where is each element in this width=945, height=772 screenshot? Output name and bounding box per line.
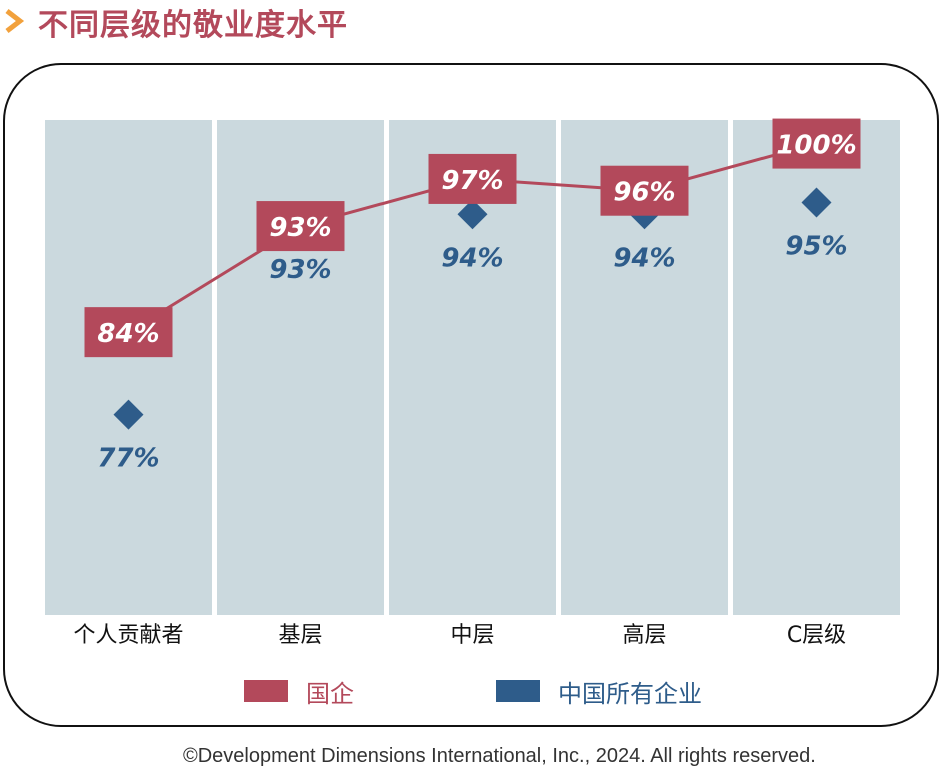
title-row: 不同层级的敬业度水平	[0, 0, 945, 43]
data-label-all-companies: 94%	[613, 243, 675, 273]
data-point-all-companies	[801, 187, 832, 218]
legend-swatch-all-companies	[496, 680, 540, 702]
legend-label-soe: 国企	[306, 680, 354, 708]
data-label-soe: 96%	[613, 178, 675, 208]
data-point-all-companies	[457, 199, 488, 230]
chevron-right-icon	[5, 9, 25, 33]
data-box-soe	[772, 118, 861, 169]
data-box-soe	[600, 165, 689, 216]
data-point-all-companies	[113, 399, 144, 430]
x-tick-label: 基层	[278, 623, 322, 648]
data-label-all-companies: 93%	[269, 255, 331, 285]
category-column-bg	[217, 120, 384, 615]
data-label-soe: 97%	[441, 166, 503, 196]
x-tick-label: 个人贡献者	[73, 623, 183, 648]
x-tick-label: 高层	[622, 623, 666, 648]
page-title: 不同层级的敬业度水平	[38, 8, 348, 43]
data-box-soe	[256, 201, 345, 252]
category-column-bg	[45, 120, 212, 615]
data-label-soe: 93%	[269, 213, 331, 243]
copyright-notice: ©Development Dimensions International, I…	[183, 745, 816, 767]
data-label-all-companies: 94%	[441, 243, 503, 273]
data-label-soe: 100%	[776, 131, 856, 161]
x-tick-label: 中层	[450, 623, 494, 648]
chart-frame	[3, 63, 939, 727]
legend-label-all-companies: 中国所有企业	[558, 680, 702, 708]
legend-swatch-soe	[244, 680, 288, 702]
data-box-soe	[428, 153, 517, 204]
data-box-soe	[84, 307, 173, 358]
data-label-all-companies: 95%	[785, 232, 847, 262]
data-label-soe: 84%	[97, 319, 159, 349]
data-label-all-companies: 77%	[97, 444, 159, 474]
x-tick-label: C层级	[787, 623, 846, 648]
